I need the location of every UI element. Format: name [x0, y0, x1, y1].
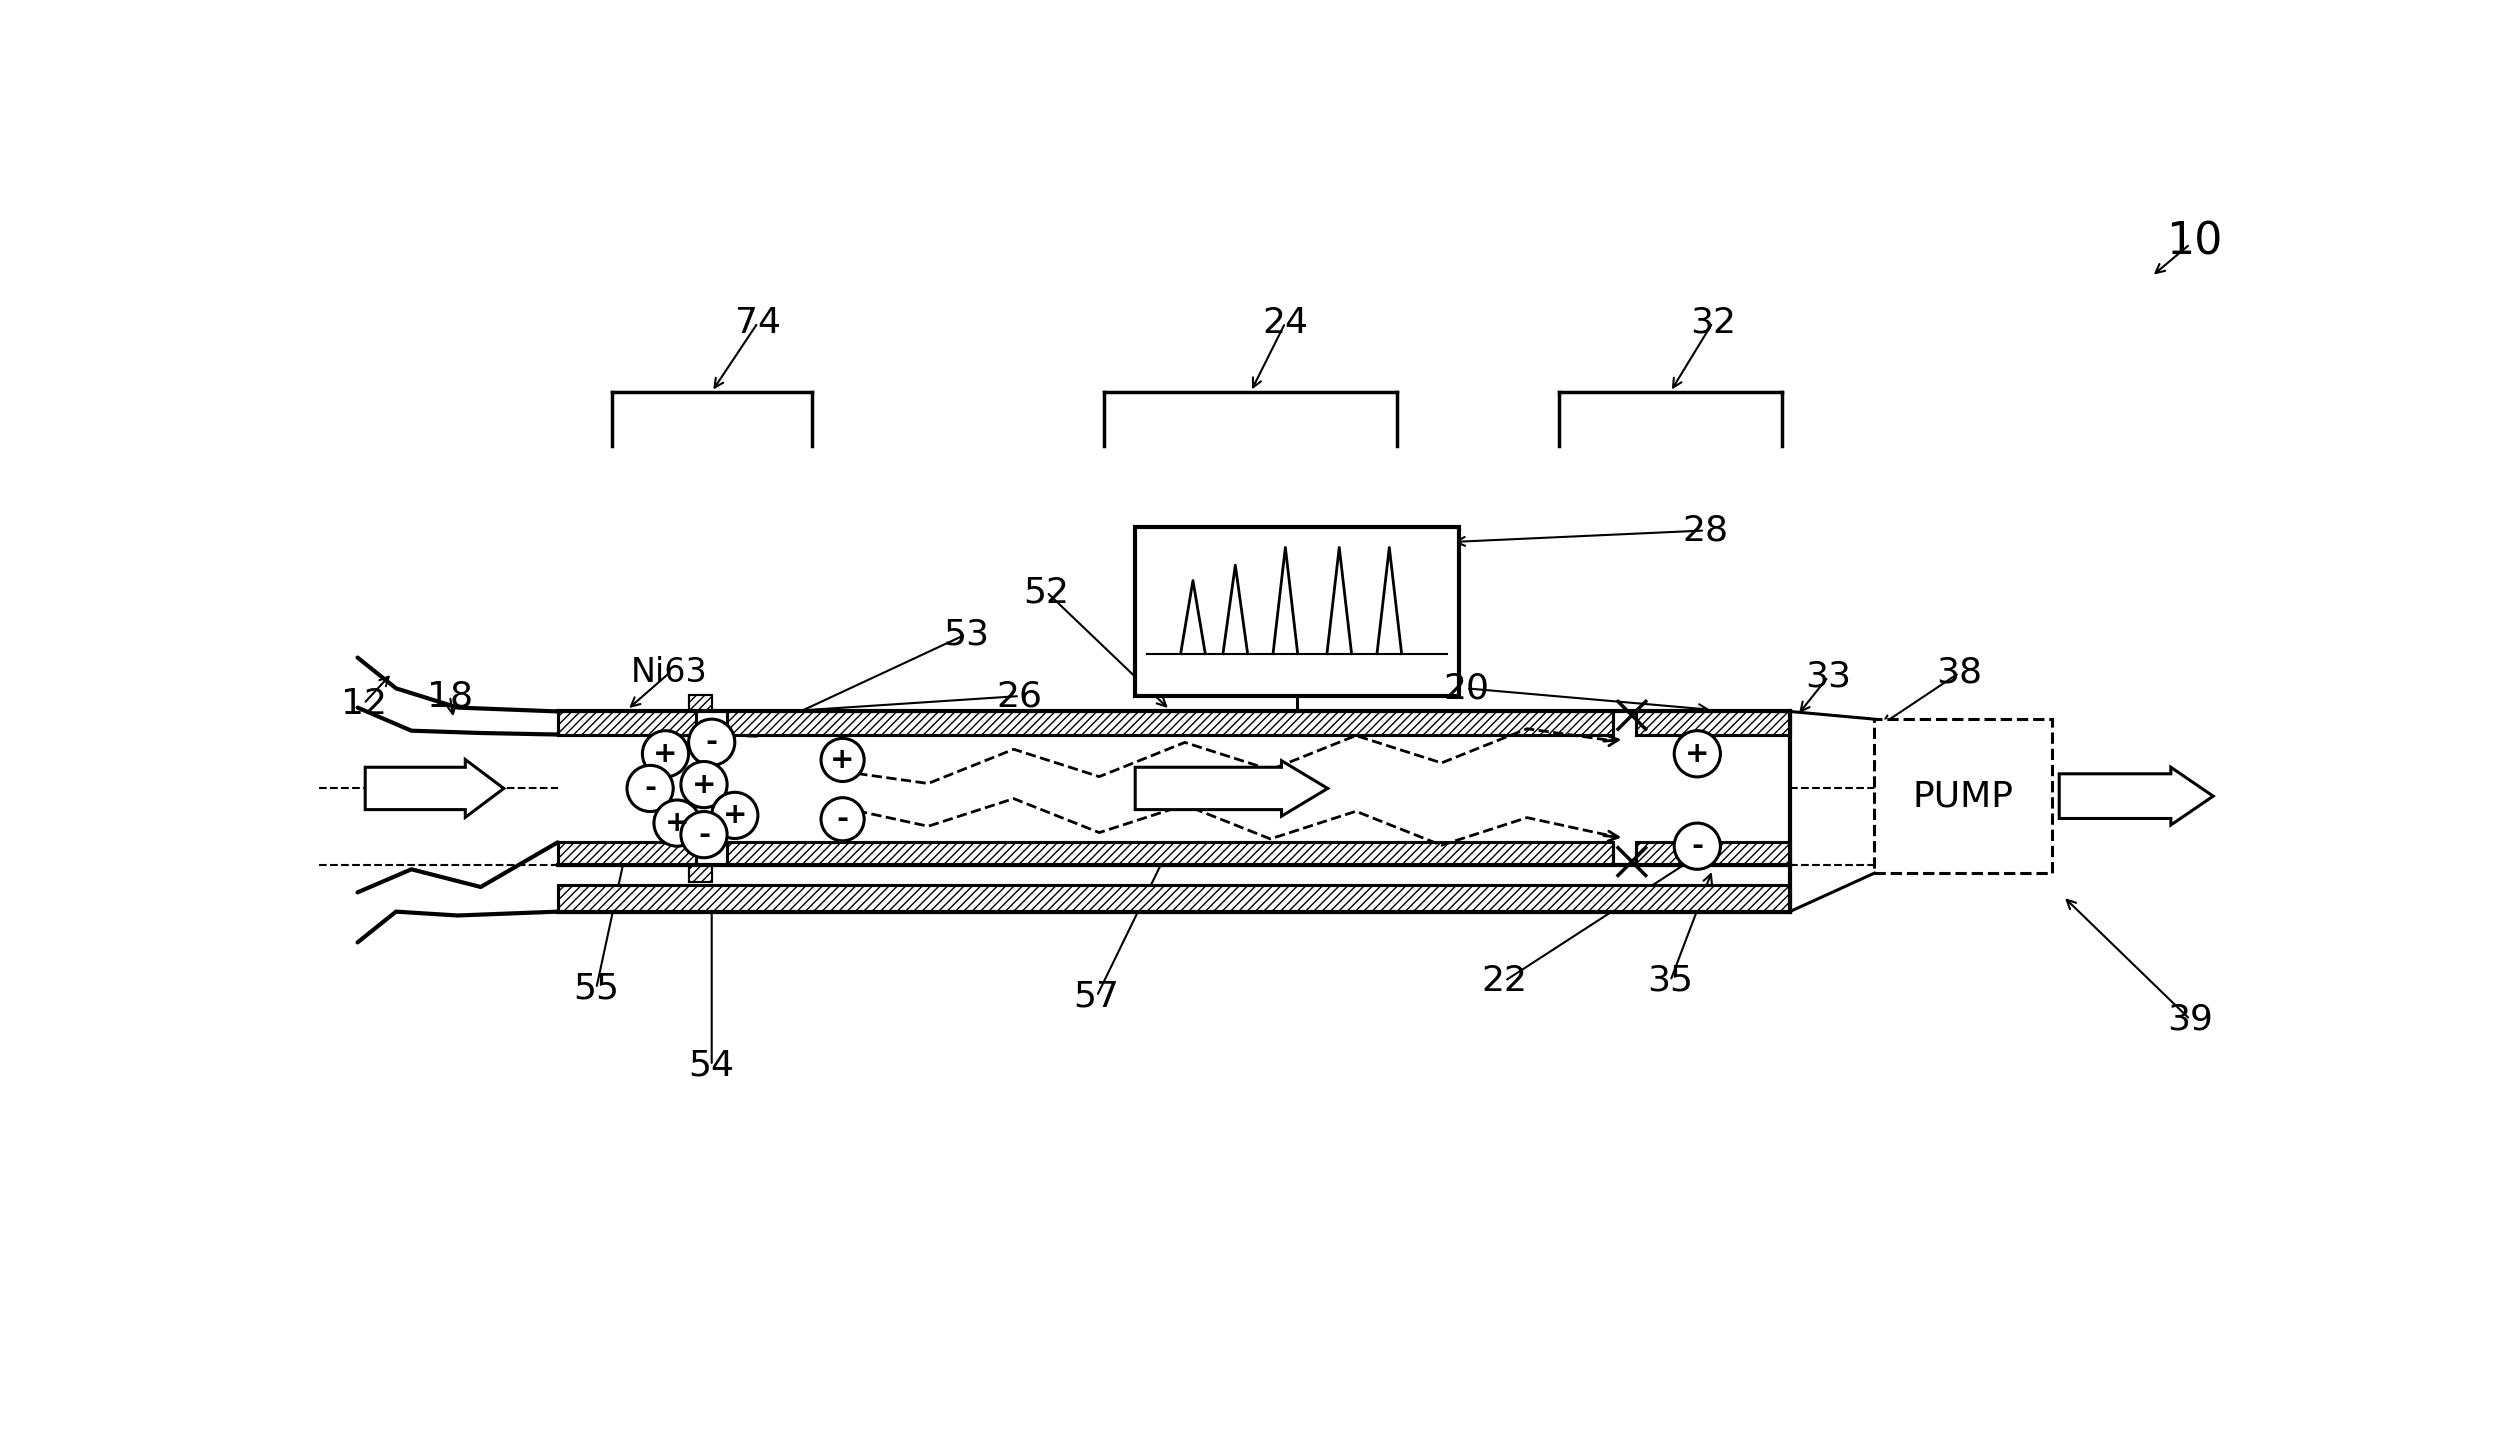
Text: +: + [691, 770, 716, 799]
Text: 57: 57 [1073, 980, 1121, 1013]
Circle shape [821, 739, 863, 782]
Bar [728, 711, 1614, 734]
Text: 33: 33 [1806, 660, 1851, 694]
Text: 39: 39 [2167, 1003, 2214, 1036]
Text: 28: 28 [1681, 513, 1729, 547]
Text: 35: 35 [1646, 964, 1694, 997]
Circle shape [653, 800, 701, 846]
Text: -: - [706, 729, 718, 756]
Text: 55: 55 [573, 971, 618, 1006]
FancyArrow shape [1136, 760, 1329, 816]
Circle shape [1674, 823, 1721, 869]
Text: 74: 74 [736, 306, 781, 339]
Text: 10: 10 [2167, 220, 2222, 263]
Text: 18: 18 [428, 680, 473, 713]
Text: 52: 52 [1023, 575, 1071, 609]
FancyArrow shape [2059, 767, 2214, 825]
Text: -: - [836, 805, 848, 833]
Bar [728, 842, 1614, 865]
Circle shape [643, 730, 688, 777]
Circle shape [821, 798, 863, 841]
Text: -: - [1691, 832, 1704, 861]
Circle shape [681, 762, 728, 808]
Text: -: - [643, 775, 656, 802]
Text: +: + [1684, 740, 1709, 767]
Text: PUMP: PUMP [1912, 779, 2014, 813]
Text: 26: 26 [996, 680, 1043, 713]
Bar [688, 694, 711, 711]
Text: 53: 53 [943, 618, 988, 651]
Text: 38: 38 [1937, 655, 1982, 690]
Text: +: + [831, 746, 856, 775]
Bar [558, 885, 1789, 911]
Circle shape [1674, 730, 1721, 777]
FancyArrow shape [365, 760, 503, 818]
Circle shape [688, 718, 736, 766]
Text: +: + [653, 740, 678, 767]
Bar [1136, 526, 1459, 696]
Text: 20: 20 [1444, 671, 1489, 706]
Text: +: + [723, 802, 748, 829]
Bar [1636, 711, 1789, 734]
Text: 22: 22 [1481, 964, 1529, 997]
Bar [558, 842, 696, 865]
Text: 24: 24 [1264, 306, 1309, 339]
Circle shape [628, 766, 673, 812]
Bar [688, 865, 711, 882]
Text: -: - [698, 821, 711, 849]
Bar [1636, 842, 1789, 865]
Bar [1874, 718, 2052, 874]
Text: 54: 54 [688, 1049, 736, 1082]
Text: +: + [666, 809, 691, 838]
Text: Ni63: Ni63 [631, 657, 708, 690]
Bar [558, 711, 696, 734]
Text: 32: 32 [1689, 306, 1736, 339]
Circle shape [711, 792, 758, 839]
Text: 12: 12 [340, 687, 388, 721]
Circle shape [681, 812, 728, 858]
